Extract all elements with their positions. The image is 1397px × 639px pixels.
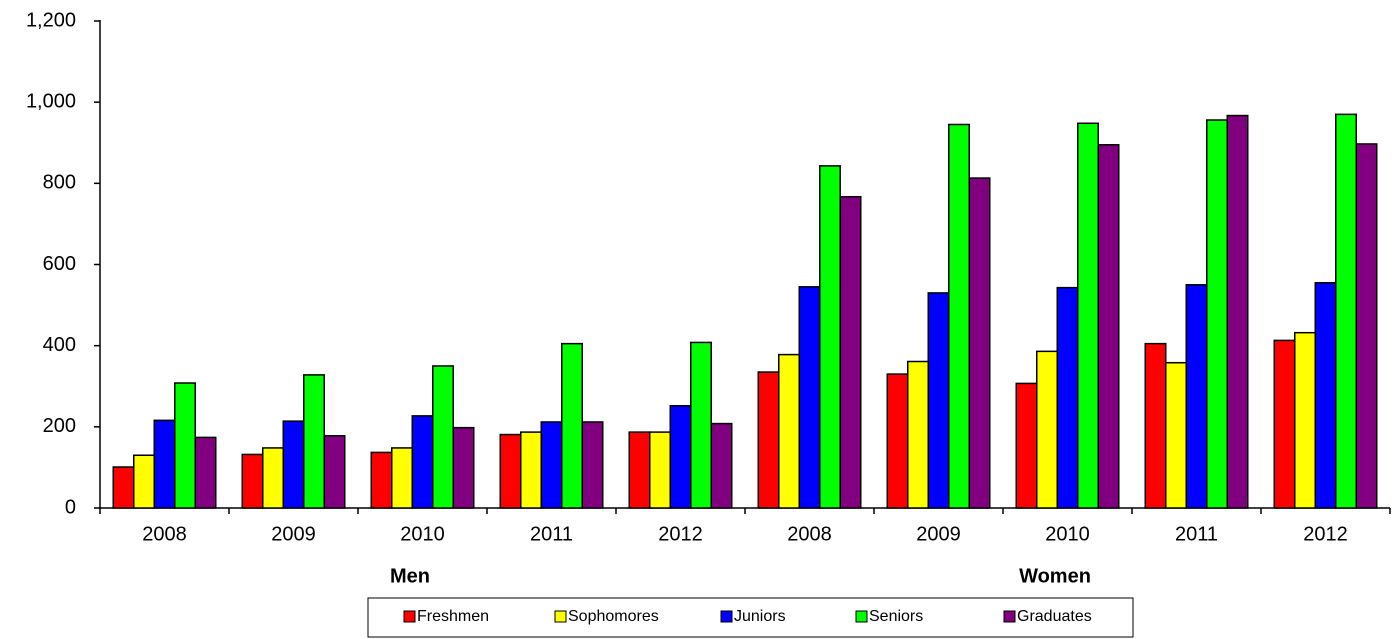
x-tick-label: 2009 — [271, 523, 316, 545]
bar — [1036, 350, 1058, 509]
bar — [1077, 122, 1099, 509]
x-tick-label: 2009 — [916, 523, 961, 545]
bar — [1355, 143, 1378, 509]
bar — [1206, 119, 1228, 509]
y-tick-label: 0 — [65, 496, 76, 518]
bar — [798, 286, 821, 509]
group-label: Men — [390, 565, 430, 587]
x-tick-label: 2011 — [1175, 523, 1218, 545]
bar — [839, 195, 862, 509]
x-tick-label: 2012 — [1303, 523, 1348, 545]
bar — [520, 431, 542, 509]
legend-label: Seniors — [869, 608, 923, 625]
legend-label: Sophomores — [568, 608, 659, 625]
y-tick-label: 800 — [43, 172, 76, 194]
bar — [927, 292, 950, 509]
legend-label: Freshmen — [417, 608, 489, 625]
x-tick-label: 2008 — [787, 523, 832, 545]
legend-label: Juniors — [734, 608, 786, 625]
bar — [1185, 284, 1208, 509]
bar — [452, 426, 475, 509]
bar — [948, 123, 970, 509]
bar — [1015, 382, 1038, 509]
legend-swatch — [720, 610, 733, 623]
bar — [241, 453, 264, 509]
bar — [153, 419, 176, 509]
bar — [649, 431, 671, 509]
y-tick-label: 400 — [43, 334, 76, 356]
bar — [174, 382, 196, 509]
bar — [581, 421, 604, 509]
bar — [886, 373, 909, 509]
x-tick-label: 2012 — [658, 523, 703, 545]
y-tick-label: 200 — [43, 415, 76, 437]
bar — [757, 371, 780, 509]
bar — [1097, 144, 1120, 509]
legend-label: Graduates — [1017, 608, 1092, 625]
group-label: Women — [1019, 565, 1091, 587]
bar — [907, 360, 929, 509]
bar — [628, 431, 651, 509]
bar — [391, 447, 413, 509]
x-tick-label: 2010 — [400, 523, 445, 545]
bar — [1314, 282, 1337, 509]
bar — [323, 435, 346, 509]
bar — [1165, 361, 1187, 509]
y-tick-label: 600 — [43, 253, 76, 275]
bar — [282, 420, 305, 509]
y-tick-label: 1,000 — [26, 90, 76, 112]
bar — [778, 353, 800, 509]
bar — [262, 447, 284, 509]
bar — [540, 421, 563, 509]
bar — [499, 433, 522, 509]
bar — [112, 466, 135, 509]
bar — [1056, 286, 1079, 509]
x-tick-label: 2011 — [530, 523, 573, 545]
legend-swatch — [1003, 610, 1016, 623]
bar — [690, 341, 712, 509]
bar — [133, 454, 155, 509]
legend-swatch — [554, 610, 567, 623]
bar — [303, 374, 325, 509]
bar — [1335, 113, 1357, 509]
bar — [370, 451, 393, 509]
bar — [561, 342, 583, 509]
bar — [411, 415, 434, 509]
bar — [968, 177, 991, 509]
bar — [669, 404, 692, 509]
bar — [1273, 339, 1296, 509]
bar — [1294, 331, 1316, 509]
bar — [1226, 114, 1249, 509]
x-tick-label: 2008 — [142, 523, 187, 545]
bar — [819, 165, 841, 509]
bar — [1144, 342, 1167, 509]
legend-swatch — [403, 610, 416, 623]
x-tick-label: 2010 — [1045, 523, 1090, 545]
bar — [710, 422, 733, 509]
bar — [432, 365, 454, 509]
y-tick-label: 1,200 — [26, 9, 76, 31]
legend-swatch — [855, 610, 868, 623]
bar — [194, 436, 217, 509]
